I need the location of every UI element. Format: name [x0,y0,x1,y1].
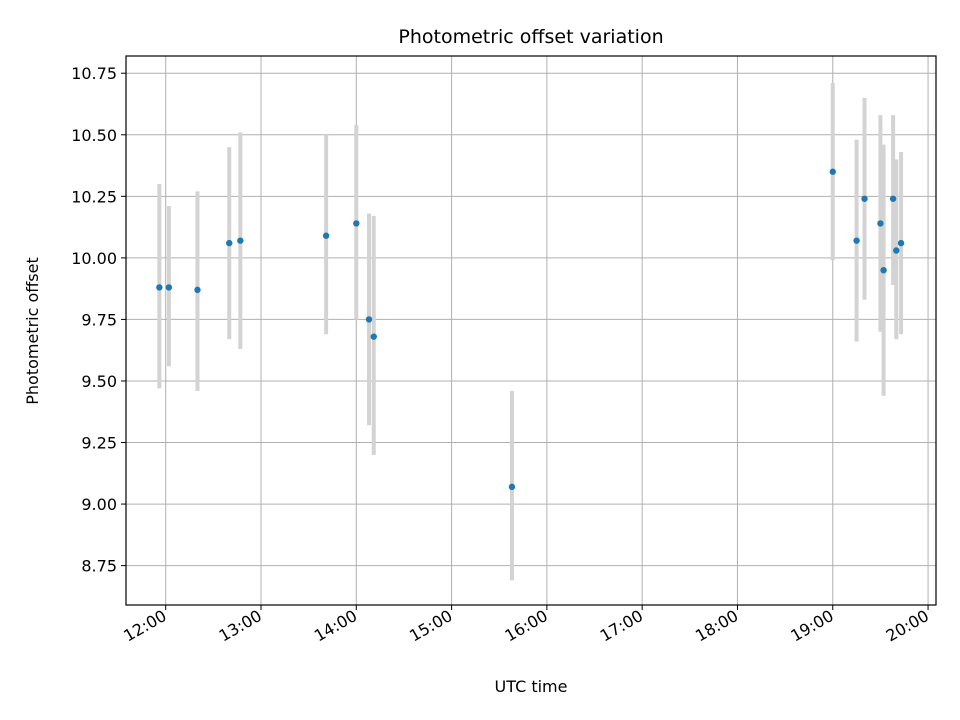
data-point [889,195,897,202]
data-point [365,316,373,323]
plot-frame [125,55,937,606]
x-tick-label: 13:00 [216,606,265,646]
data-point [156,284,163,291]
grid-lines [126,56,936,605]
x-tick-label: 18:00 [692,606,741,646]
data-point [194,286,201,294]
data-point [353,220,360,227]
y-tick-label: 10.75 [71,64,117,83]
data-point [853,237,860,244]
x-tick-label: 12:00 [120,606,169,646]
data-point [893,247,900,254]
x-axis-label: UTC time [495,677,568,696]
x-axis-ticks: 12:00 13:00 14:00 15:00 16:00 17:00 18:00 19:00… [120,605,932,646]
y-tick-label: 10.25 [71,187,117,206]
data-point [370,333,377,340]
data-point [897,239,905,247]
data-point [877,220,884,227]
x-tick-label: 20:00 [883,606,932,646]
data-point [508,483,516,491]
y-tick-label: 8.75 [81,557,117,576]
y-tick-label: 10.00 [71,249,117,268]
data-points [156,168,905,491]
y-tick-label: 9.50 [81,372,117,391]
x-tick-label: 16:00 [501,606,550,646]
data-point [861,195,868,202]
chart-title: Photometric offset variation [398,26,663,48]
error-bars [157,83,904,581]
data-point [237,237,244,244]
y-axis-ticks: 8.75 9.00 9.25 9.50 9.75 10.00 10.25 10.50 10.75 [71,64,126,576]
data-point [829,168,836,175]
x-tick-label: 19:00 [787,606,836,646]
y-tick-label: 10.50 [71,126,117,145]
data-point [165,284,173,291]
y-axis-label: Photometric offset [23,257,42,405]
data-point [880,266,887,274]
x-tick-label: 15:00 [406,606,455,646]
data-point [226,239,233,247]
y-tick-label: 9.00 [81,495,117,514]
x-tick-label: 14:00 [311,606,360,646]
x-tick-label: 17:00 [597,606,646,646]
data-point [322,232,330,239]
y-tick-label: 9.75 [81,310,117,329]
y-tick-label: 9.25 [81,434,117,453]
